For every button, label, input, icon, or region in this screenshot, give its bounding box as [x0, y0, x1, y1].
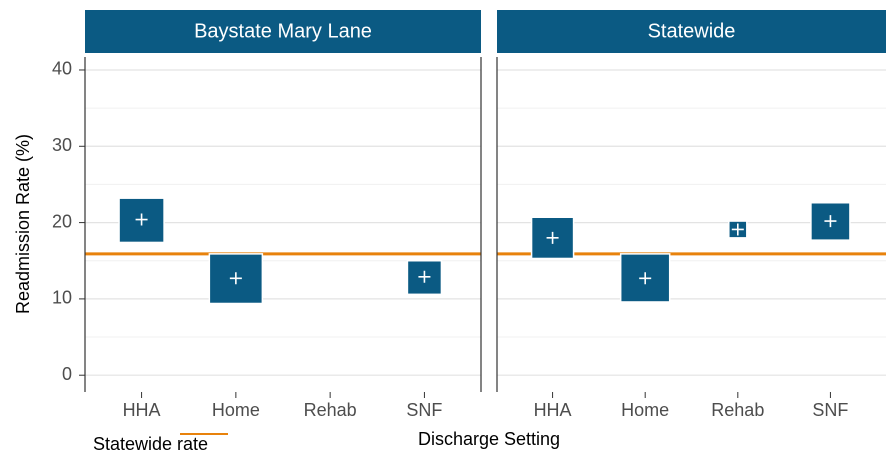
y-tick-label: 20: [52, 211, 72, 231]
y-tick-label: 10: [52, 288, 72, 308]
x-tick-label: SNF: [812, 400, 848, 420]
x-axis-title: Discharge Setting: [418, 429, 560, 449]
strip-title: Statewide: [648, 20, 736, 42]
mean-point: [731, 223, 744, 236]
mean-point: [135, 213, 148, 226]
x-tick-label: SNF: [406, 400, 442, 420]
mean-point: [824, 215, 837, 228]
legend-label: Statewide rate: [93, 434, 208, 452]
mean-point: [418, 270, 431, 283]
y-tick-label: 40: [52, 59, 72, 79]
mean-point: [639, 272, 652, 285]
x-tick-label: Rehab: [304, 400, 357, 420]
x-tick-label: Home: [212, 400, 260, 420]
x-tick-label: Home: [621, 400, 669, 420]
y-tick-label: 30: [52, 135, 72, 155]
strip-title: Baystate Mary Lane: [194, 20, 372, 42]
mean-point: [229, 272, 242, 285]
y-axis-title: Readmission Rate (%): [13, 134, 33, 314]
strip: [85, 10, 481, 53]
y-tick-label: 0: [62, 364, 72, 384]
mean-point: [546, 231, 559, 244]
x-tick-label: HHA: [123, 400, 161, 420]
strip: [497, 10, 886, 53]
x-tick-label: Rehab: [711, 400, 764, 420]
x-tick-label: HHA: [534, 400, 572, 420]
